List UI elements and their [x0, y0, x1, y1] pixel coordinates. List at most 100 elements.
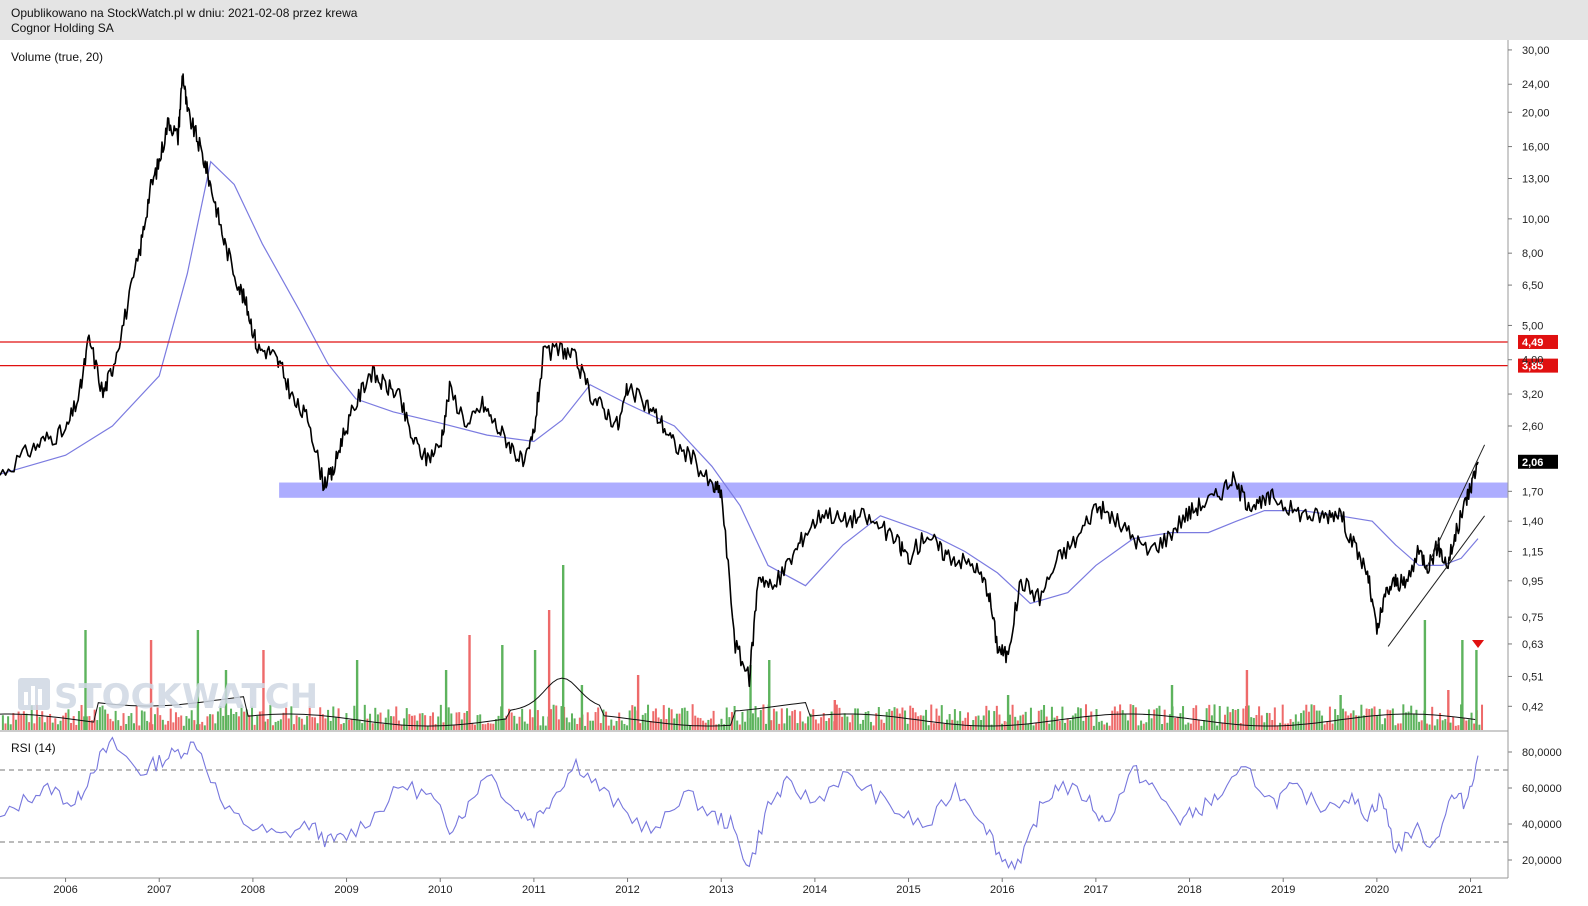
volume-bar [772, 708, 775, 730]
volume-spike [355, 660, 359, 730]
volume-bar [1129, 704, 1132, 730]
volume-bar [119, 725, 122, 730]
y-tick-label: 0,75 [1522, 612, 1543, 624]
volume-bar [14, 719, 17, 730]
volume-bar [1108, 725, 1111, 730]
volume-bar [329, 720, 332, 730]
volume-bar [274, 721, 277, 730]
volume-bar [1197, 719, 1200, 730]
volume-bar [662, 705, 665, 730]
volume-bar [182, 725, 185, 730]
x-tick-label: 2006 [53, 884, 77, 896]
volume-bar [458, 712, 461, 730]
volume-bar [41, 711, 44, 730]
volume-bar [140, 710, 143, 730]
volume-bar [101, 705, 104, 730]
volume-bar [17, 711, 20, 730]
volume-bar [851, 714, 854, 730]
volume-bar [1153, 709, 1156, 730]
volume-bar [872, 725, 875, 730]
volume-bar [1087, 715, 1090, 730]
volume-bar [854, 708, 857, 730]
volume-bar [174, 712, 177, 730]
volume-bar [793, 709, 796, 730]
volume-spike [580, 685, 584, 730]
volume-bar [696, 717, 699, 730]
volume-bar [342, 723, 345, 730]
volume-bar [98, 707, 101, 730]
resistance-lines: 4,49 3,85 2,06 [0, 334, 1558, 469]
volume-bar [1132, 705, 1135, 730]
volume-bar [227, 715, 230, 730]
volume-bar [316, 723, 319, 730]
last-price-badge [1518, 454, 1558, 469]
volume-bar [807, 716, 810, 730]
volume-bar [1218, 705, 1221, 730]
volume-bar [1271, 720, 1274, 730]
x-tick-label: 2012 [615, 884, 639, 896]
volume-bar [652, 711, 655, 730]
volume-spike [533, 650, 537, 730]
volume-bar [1449, 722, 1452, 730]
x-tick-label: 2011 [522, 884, 546, 896]
volume-bar [1444, 718, 1447, 730]
volume-bar [1289, 719, 1292, 730]
volume-bar [681, 708, 684, 730]
volume-spike [224, 670, 228, 730]
volume-bar [319, 707, 322, 730]
volume-bar [497, 715, 500, 730]
volume-bar [327, 709, 330, 730]
volume-bar [1113, 706, 1116, 730]
volume-bar [1294, 714, 1297, 730]
y-tick-label: 8,00 [1522, 248, 1543, 260]
volume-bar [1058, 721, 1061, 730]
volume-bar [43, 722, 46, 730]
volume-bar [615, 721, 618, 730]
volume-bar [424, 715, 427, 730]
rsi-panel: 80,0000 60,0000 40,0000 20,0000 [0, 736, 1562, 871]
volume-bar [901, 707, 904, 730]
volume-bar [799, 711, 802, 730]
volume-bar [536, 710, 539, 730]
volume-spike [468, 635, 471, 730]
volume-bar [935, 708, 938, 730]
volume-bar [1111, 710, 1114, 730]
volume-bar [521, 708, 524, 730]
volume-bar [463, 712, 466, 730]
y-tick-label: 30,00 [1522, 45, 1550, 57]
volume-bar [290, 706, 293, 730]
volume-bar [906, 723, 909, 730]
volume-bar [248, 714, 251, 730]
volume-bar [812, 709, 815, 730]
volume-bar [279, 719, 282, 730]
volume-bar [437, 716, 440, 730]
volume-bar [904, 710, 907, 730]
volume-bar [72, 716, 75, 730]
volume-bar [1281, 704, 1284, 730]
volume-bar [822, 712, 825, 730]
volume-bar [930, 704, 933, 730]
x-tick-label: 2010 [428, 884, 452, 896]
volume-bar [46, 716, 49, 730]
volume-bar [403, 718, 406, 730]
volume-bar [1050, 706, 1053, 730]
volume-bar [1098, 721, 1101, 730]
volume-bar [25, 713, 28, 730]
volume-bar [80, 704, 83, 730]
volume-bar [951, 719, 954, 730]
volume-bar [746, 710, 749, 730]
volume-bar [974, 716, 977, 730]
volume-bar [1347, 715, 1350, 730]
volume-bar [932, 723, 935, 730]
volume-bar [1284, 723, 1287, 730]
volume-bar [232, 714, 235, 730]
volume-bar [431, 712, 434, 730]
volume-bar [245, 709, 248, 730]
volume-bar [628, 710, 631, 730]
volume-bar [1001, 723, 1004, 730]
volume-bar [135, 706, 138, 730]
volume-bar [311, 717, 314, 730]
volume-bar [1174, 717, 1177, 730]
volume-bar [277, 720, 280, 730]
